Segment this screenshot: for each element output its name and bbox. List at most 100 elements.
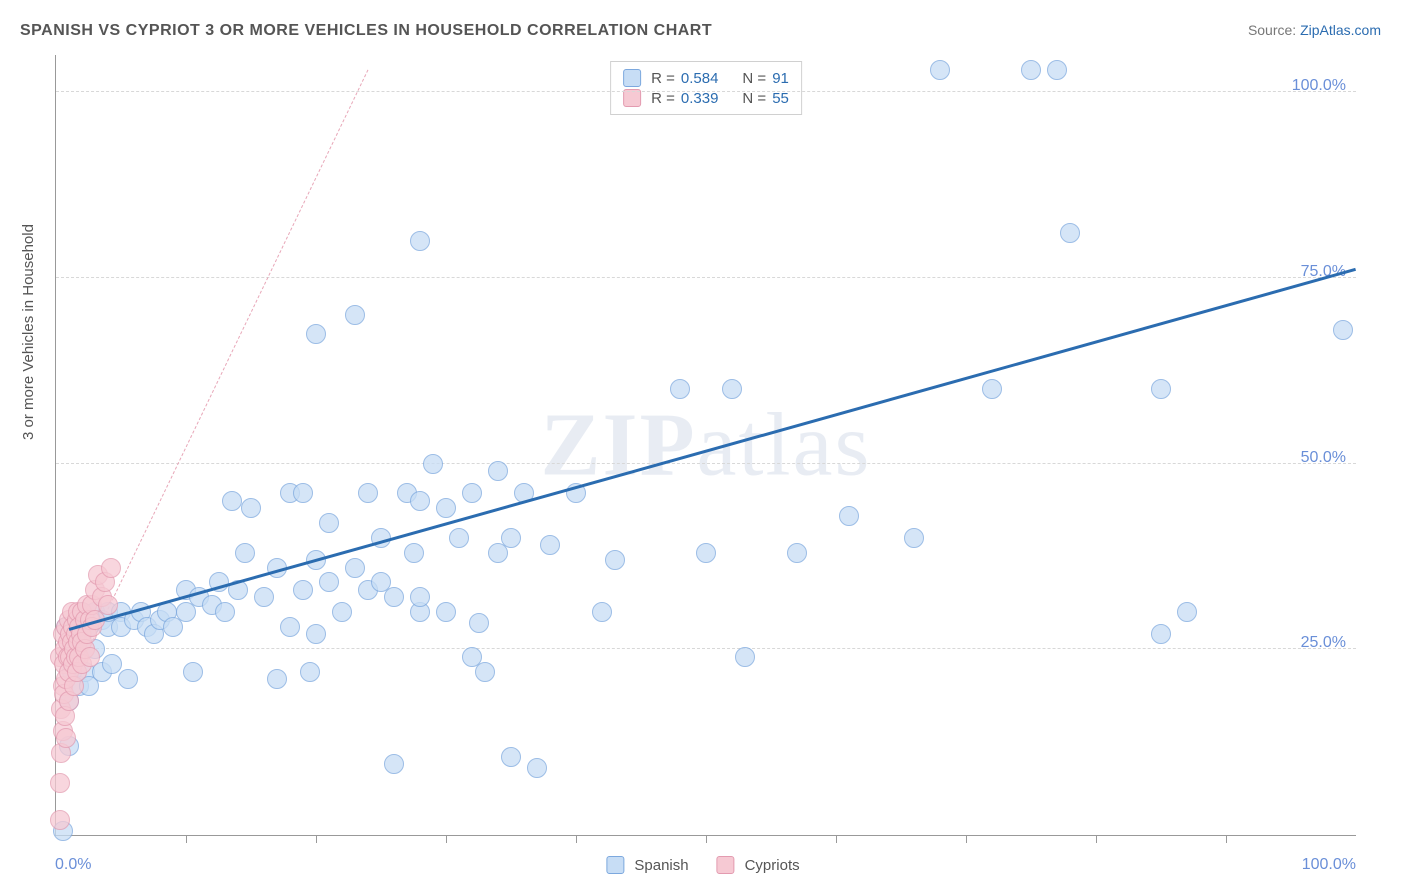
data-point <box>423 454 443 474</box>
data-point <box>241 498 261 518</box>
data-point <box>488 461 508 481</box>
legend-label: Spanish <box>634 857 688 874</box>
data-point <box>696 543 716 563</box>
data-point <box>462 483 482 503</box>
x-tick <box>316 835 317 843</box>
data-point <box>215 602 235 622</box>
gridline <box>56 463 1356 464</box>
data-point <box>306 624 326 644</box>
data-point <box>449 528 469 548</box>
x-tick <box>446 835 447 843</box>
n-value: 91 <box>772 70 789 87</box>
source-link[interactable]: ZipAtlas.com <box>1300 22 1381 38</box>
r-label: R = <box>651 70 675 87</box>
data-point <box>475 662 495 682</box>
data-point <box>404 543 424 563</box>
data-point <box>540 535 560 555</box>
data-point <box>1047 60 1067 80</box>
scatter-chart: ZIPatlas R = 0.584N = 91R = 0.339N = 55 … <box>55 55 1356 836</box>
data-point <box>904 528 924 548</box>
data-point <box>280 617 300 637</box>
gridline <box>56 91 1356 92</box>
y-tick-label: 50.0% <box>1301 449 1346 467</box>
legend-label: Cypriots <box>745 857 800 874</box>
data-point <box>436 602 456 622</box>
n-label: N = <box>742 70 766 87</box>
data-point <box>605 550 625 570</box>
data-point <box>592 602 612 622</box>
data-point <box>1151 379 1171 399</box>
data-point <box>56 728 76 748</box>
data-point <box>982 379 1002 399</box>
data-point <box>345 305 365 325</box>
data-point <box>98 595 118 615</box>
data-point <box>527 758 547 778</box>
data-point <box>293 580 313 600</box>
x-tick <box>836 835 837 843</box>
data-point <box>345 558 365 578</box>
legend-series: Spanish Cypriots <box>606 856 799 874</box>
data-point <box>1333 320 1353 340</box>
data-point <box>300 662 320 682</box>
x-tick <box>186 835 187 843</box>
data-point <box>436 498 456 518</box>
data-point <box>839 506 859 526</box>
data-point <box>501 747 521 767</box>
data-point <box>722 379 742 399</box>
legend-swatch <box>623 69 641 87</box>
x-tick <box>706 835 707 843</box>
legend-item: Cypriots <box>717 856 800 874</box>
y-tick-label: 25.0% <box>1301 634 1346 652</box>
data-point <box>102 654 122 674</box>
data-point <box>254 587 274 607</box>
data-point <box>183 662 203 682</box>
data-point <box>306 324 326 344</box>
x-tick <box>1226 835 1227 843</box>
source-prefix: Source: <box>1248 22 1300 38</box>
data-point <box>319 572 339 592</box>
gridline <box>56 277 1356 278</box>
legend-stats: R = 0.584N = 91R = 0.339N = 55 <box>610 61 802 115</box>
data-point <box>118 669 138 689</box>
x-tick <box>576 835 577 843</box>
data-point <box>1021 60 1041 80</box>
data-point <box>410 587 430 607</box>
data-point <box>410 231 430 251</box>
data-point <box>469 613 489 633</box>
trend-line <box>69 268 1357 631</box>
legend-stat-row: R = 0.584 N = 91 <box>623 69 789 87</box>
data-point <box>930 60 950 80</box>
data-point <box>384 754 404 774</box>
data-point <box>1060 223 1080 243</box>
data-point <box>1151 624 1171 644</box>
data-point <box>101 558 121 578</box>
data-point <box>267 669 287 689</box>
data-point <box>670 379 690 399</box>
chart-title: SPANISH VS CYPRIOT 3 OR MORE VEHICLES IN… <box>20 22 712 40</box>
r-value: 0.584 <box>681 70 719 87</box>
legend-swatch <box>606 856 624 874</box>
source-credit: Source: ZipAtlas.com <box>1248 22 1381 38</box>
data-point <box>384 587 404 607</box>
x-tick <box>966 835 967 843</box>
legend-item: Spanish <box>606 856 688 874</box>
data-point <box>50 810 70 830</box>
data-point <box>293 483 313 503</box>
data-point <box>332 602 352 622</box>
data-point <box>735 647 755 667</box>
data-point <box>358 483 378 503</box>
data-point <box>319 513 339 533</box>
data-point <box>410 491 430 511</box>
data-point <box>80 647 100 667</box>
x-axis-start-label: 0.0% <box>55 856 91 874</box>
gridline <box>56 648 1356 649</box>
y-axis-label: 3 or more Vehicles in Household <box>20 224 37 440</box>
data-point <box>50 773 70 793</box>
data-point <box>1177 602 1197 622</box>
watermark-bold: ZIP <box>541 396 697 495</box>
x-axis-end-label: 100.0% <box>1302 856 1356 874</box>
y-tick-label: 100.0% <box>1292 77 1346 95</box>
data-point <box>787 543 807 563</box>
legend-swatch <box>717 856 735 874</box>
data-point <box>222 491 242 511</box>
